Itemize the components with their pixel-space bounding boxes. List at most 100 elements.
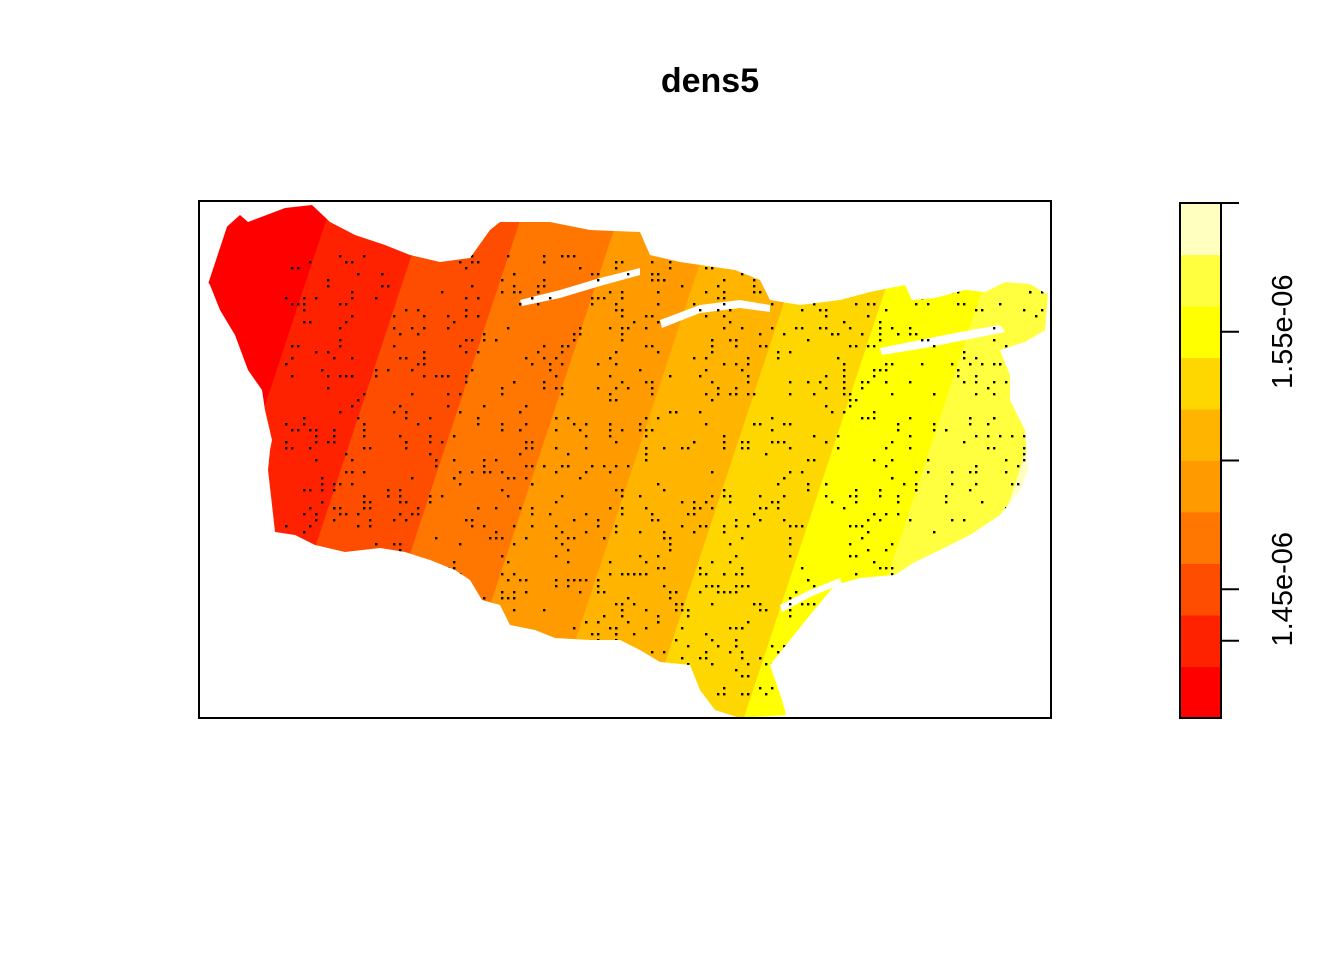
data-point — [621, 495, 624, 498]
data-point — [471, 525, 474, 528]
data-point — [855, 525, 858, 528]
data-point — [711, 603, 714, 606]
data-point — [891, 363, 894, 366]
data-point — [513, 543, 516, 546]
data-point — [663, 447, 666, 450]
data-point — [885, 363, 888, 366]
data-point — [375, 543, 378, 546]
data-point — [729, 543, 732, 546]
data-point — [771, 645, 774, 648]
data-point — [783, 441, 786, 444]
data-point — [891, 285, 894, 288]
data-point — [915, 489, 918, 492]
data-point — [375, 609, 378, 612]
data-point — [1035, 315, 1038, 318]
data-point — [645, 609, 648, 612]
data-point — [567, 255, 570, 258]
data-point — [789, 351, 792, 354]
data-point — [723, 495, 726, 498]
data-point — [1047, 267, 1048, 270]
data-point — [759, 423, 762, 426]
data-point — [369, 447, 372, 450]
data-point — [1047, 453, 1048, 456]
data-point — [801, 327, 804, 330]
data-point — [585, 435, 588, 438]
data-point — [747, 585, 750, 588]
data-point — [453, 255, 456, 258]
data-point — [927, 471, 930, 474]
data-point — [417, 309, 420, 312]
data-point — [507, 255, 510, 258]
data-point — [303, 321, 306, 324]
data-point — [555, 471, 558, 474]
data-point — [579, 267, 582, 270]
data-point — [867, 609, 870, 612]
data-point — [837, 609, 840, 612]
data-point — [843, 633, 846, 636]
data-point — [585, 531, 588, 534]
data-point — [615, 531, 618, 534]
data-point — [729, 309, 732, 312]
data-point — [945, 663, 948, 666]
data-point — [759, 333, 762, 336]
data-point — [603, 297, 606, 300]
data-point — [1053, 303, 1055, 305]
data-point — [315, 429, 318, 432]
data-point — [783, 519, 786, 522]
data-point — [387, 621, 390, 624]
data-point — [873, 513, 876, 516]
data-point — [297, 345, 300, 348]
data-point — [855, 621, 858, 624]
data-point — [609, 627, 612, 630]
data-point — [933, 429, 936, 432]
data-point — [639, 495, 642, 498]
data-point — [513, 609, 516, 612]
density-band — [542, 205, 826, 718]
data-point — [1053, 663, 1055, 665]
data-point — [399, 549, 402, 552]
data-point — [711, 381, 714, 384]
data-point — [717, 393, 720, 396]
data-point — [819, 327, 822, 330]
data-point — [297, 267, 300, 270]
data-point — [315, 435, 318, 438]
data-point — [291, 645, 294, 648]
data-point — [747, 393, 750, 396]
data-point — [567, 417, 570, 420]
data-point — [573, 579, 576, 582]
data-point — [1047, 465, 1048, 468]
data-point — [681, 501, 684, 504]
data-point — [1017, 693, 1020, 696]
data-point — [1011, 381, 1014, 384]
estuary-gap — [520, 268, 640, 306]
data-point — [993, 267, 996, 270]
data-point — [315, 513, 318, 516]
data-point — [1029, 273, 1032, 276]
data-point — [1053, 369, 1055, 371]
data-point — [579, 579, 582, 582]
data-point — [867, 381, 870, 384]
data-point — [789, 609, 792, 612]
data-point — [531, 681, 534, 684]
data-point — [1035, 693, 1038, 696]
data-point — [1011, 687, 1014, 690]
data-point — [495, 675, 498, 678]
data-point — [1047, 609, 1048, 612]
data-point — [399, 681, 402, 684]
data-point — [315, 597, 318, 600]
data-point — [615, 627, 618, 630]
data-point — [567, 453, 570, 456]
data-point — [489, 537, 492, 540]
data-point — [531, 699, 534, 702]
density-band — [639, 205, 923, 718]
data-point — [747, 663, 750, 666]
data-point — [801, 699, 804, 702]
data-point — [921, 363, 924, 366]
data-point — [627, 273, 630, 276]
data-point — [477, 609, 480, 612]
data-point — [531, 513, 534, 516]
data-point — [669, 597, 672, 600]
data-point — [909, 435, 912, 438]
data-point — [351, 315, 354, 318]
data-point — [903, 273, 906, 276]
